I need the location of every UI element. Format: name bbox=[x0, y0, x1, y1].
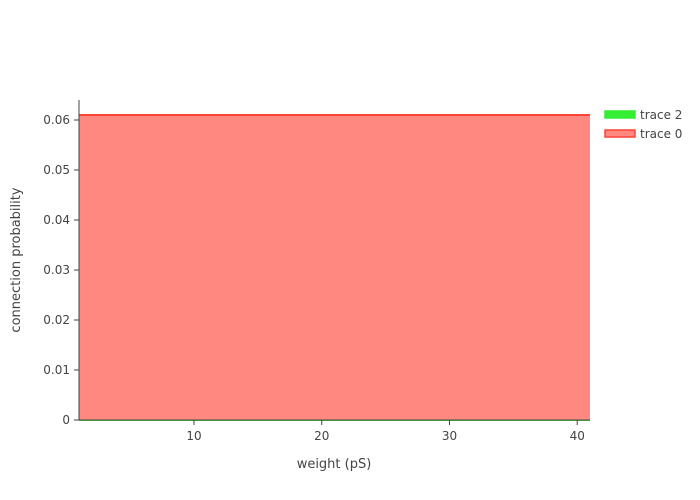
legend-swatch bbox=[604, 110, 636, 119]
y-tick-label: 0.03 bbox=[43, 263, 70, 277]
x-tick-label: 20 bbox=[314, 429, 329, 443]
legend-swatch bbox=[604, 129, 636, 138]
legend-label: trace 2 bbox=[640, 108, 682, 122]
x-tick-label: 10 bbox=[186, 429, 201, 443]
legend[interactable]: trace 2 trace 0 bbox=[604, 108, 682, 141]
y-ticks: 0 0.01 0.02 0.03 0.04 0.05 0.06 bbox=[43, 113, 79, 427]
y-tick-label: 0.02 bbox=[43, 313, 70, 327]
legend-label: trace 0 bbox=[640, 127, 682, 141]
legend-item-trace-0[interactable]: trace 0 bbox=[604, 127, 682, 141]
x-axis-title: weight (pS) bbox=[297, 457, 372, 472]
y-tick-label: 0 bbox=[62, 413, 70, 427]
y-tick-label: 0.04 bbox=[43, 213, 70, 227]
y-axis-title: connection probability bbox=[9, 187, 24, 332]
area-trace-0 bbox=[79, 115, 590, 420]
plot-area bbox=[79, 114, 590, 421]
x-tick-label: 40 bbox=[570, 429, 585, 443]
x-ticks: 10 20 30 40 bbox=[186, 420, 585, 443]
x-tick-label: 30 bbox=[442, 429, 457, 443]
axes: 10 20 30 40 0 0.01 0.02 0.03 0.04 0.05 0.06 bbox=[43, 100, 590, 443]
y-tick-label: 0.06 bbox=[43, 113, 70, 127]
legend-item-trace-2[interactable]: trace 2 bbox=[604, 108, 682, 122]
y-tick-label: 0.05 bbox=[43, 163, 70, 177]
y-tick-label: 0.01 bbox=[43, 363, 70, 377]
